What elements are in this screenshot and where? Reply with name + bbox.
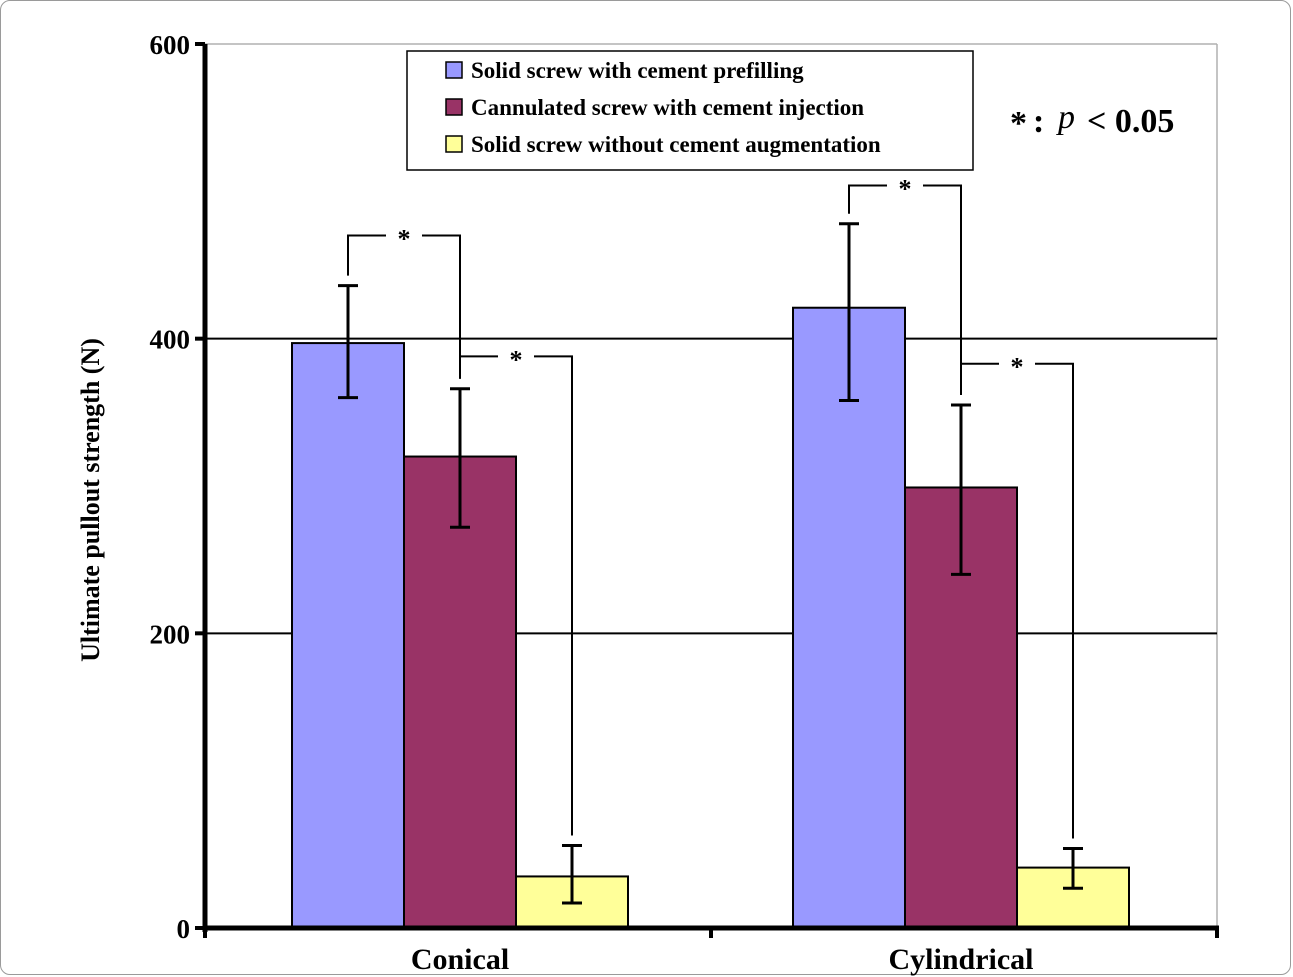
error-bar-conical-series-2 <box>450 387 470 529</box>
legend-swatch-1 <box>445 61 463 79</box>
legend-swatch-2 <box>445 98 463 116</box>
y-axis-label: Ultimate pullout strength (N) <box>76 338 105 662</box>
error-bar-cylindrical-series-3 <box>1063 846 1083 890</box>
category-label-cylindrical: Cylindrical <box>888 943 1033 976</box>
significance-bracket-1: * <box>347 225 461 379</box>
y-tick-label-200: 200 <box>150 619 191 649</box>
bar-conical-series-2 <box>403 455 517 929</box>
significance-bracket-2: * <box>459 345 573 836</box>
significance-star: * <box>398 225 411 254</box>
error-bar-conical-series-1 <box>338 284 358 400</box>
significance-star: * <box>899 174 912 203</box>
error-bars <box>338 222 1083 905</box>
significance-star: * <box>510 345 523 374</box>
legend-label-1: Solid screw with cement prefilling <box>471 58 804 83</box>
bars <box>291 306 1130 930</box>
note-colon: : <box>1033 103 1044 140</box>
legend-label-3: Solid screw without cement augmentation <box>471 132 881 157</box>
error-bar-cylindrical-series-1 <box>839 222 859 403</box>
category-label-conical: Conical <box>411 943 509 976</box>
y-tick-labels: 0 200 400 600 <box>150 30 191 944</box>
note-p: p <box>1056 99 1075 136</box>
significance-note: *: p < 0.05 <box>1010 99 1174 142</box>
legend-box <box>406 50 974 171</box>
significance-bracket-4: * <box>960 353 1074 839</box>
note-star: * <box>1010 105 1027 142</box>
legend-swatch-3 <box>445 135 463 153</box>
note-threshold: < 0.05 <box>1087 103 1174 140</box>
y-tick-label-600: 600 <box>150 30 191 60</box>
significance-brackets: * * * * <box>347 174 1074 839</box>
significance-bracket-3: * <box>848 174 962 395</box>
error-bar-conical-series-3 <box>562 843 582 905</box>
error-bar-cylindrical-series-2 <box>951 403 971 576</box>
legend-label-2: Cannulated screw with cement injection <box>471 95 864 120</box>
y-tick-label-400: 400 <box>150 325 191 355</box>
significance-star: * <box>1011 353 1024 382</box>
category-labels: Conical Cylindrical <box>411 943 1034 976</box>
legend: Solid screw with cement prefilling Cannul… <box>406 50 974 171</box>
axes <box>195 42 1219 938</box>
y-tick-label-0: 0 <box>177 914 191 944</box>
bar-conical-series-1 <box>291 342 405 929</box>
